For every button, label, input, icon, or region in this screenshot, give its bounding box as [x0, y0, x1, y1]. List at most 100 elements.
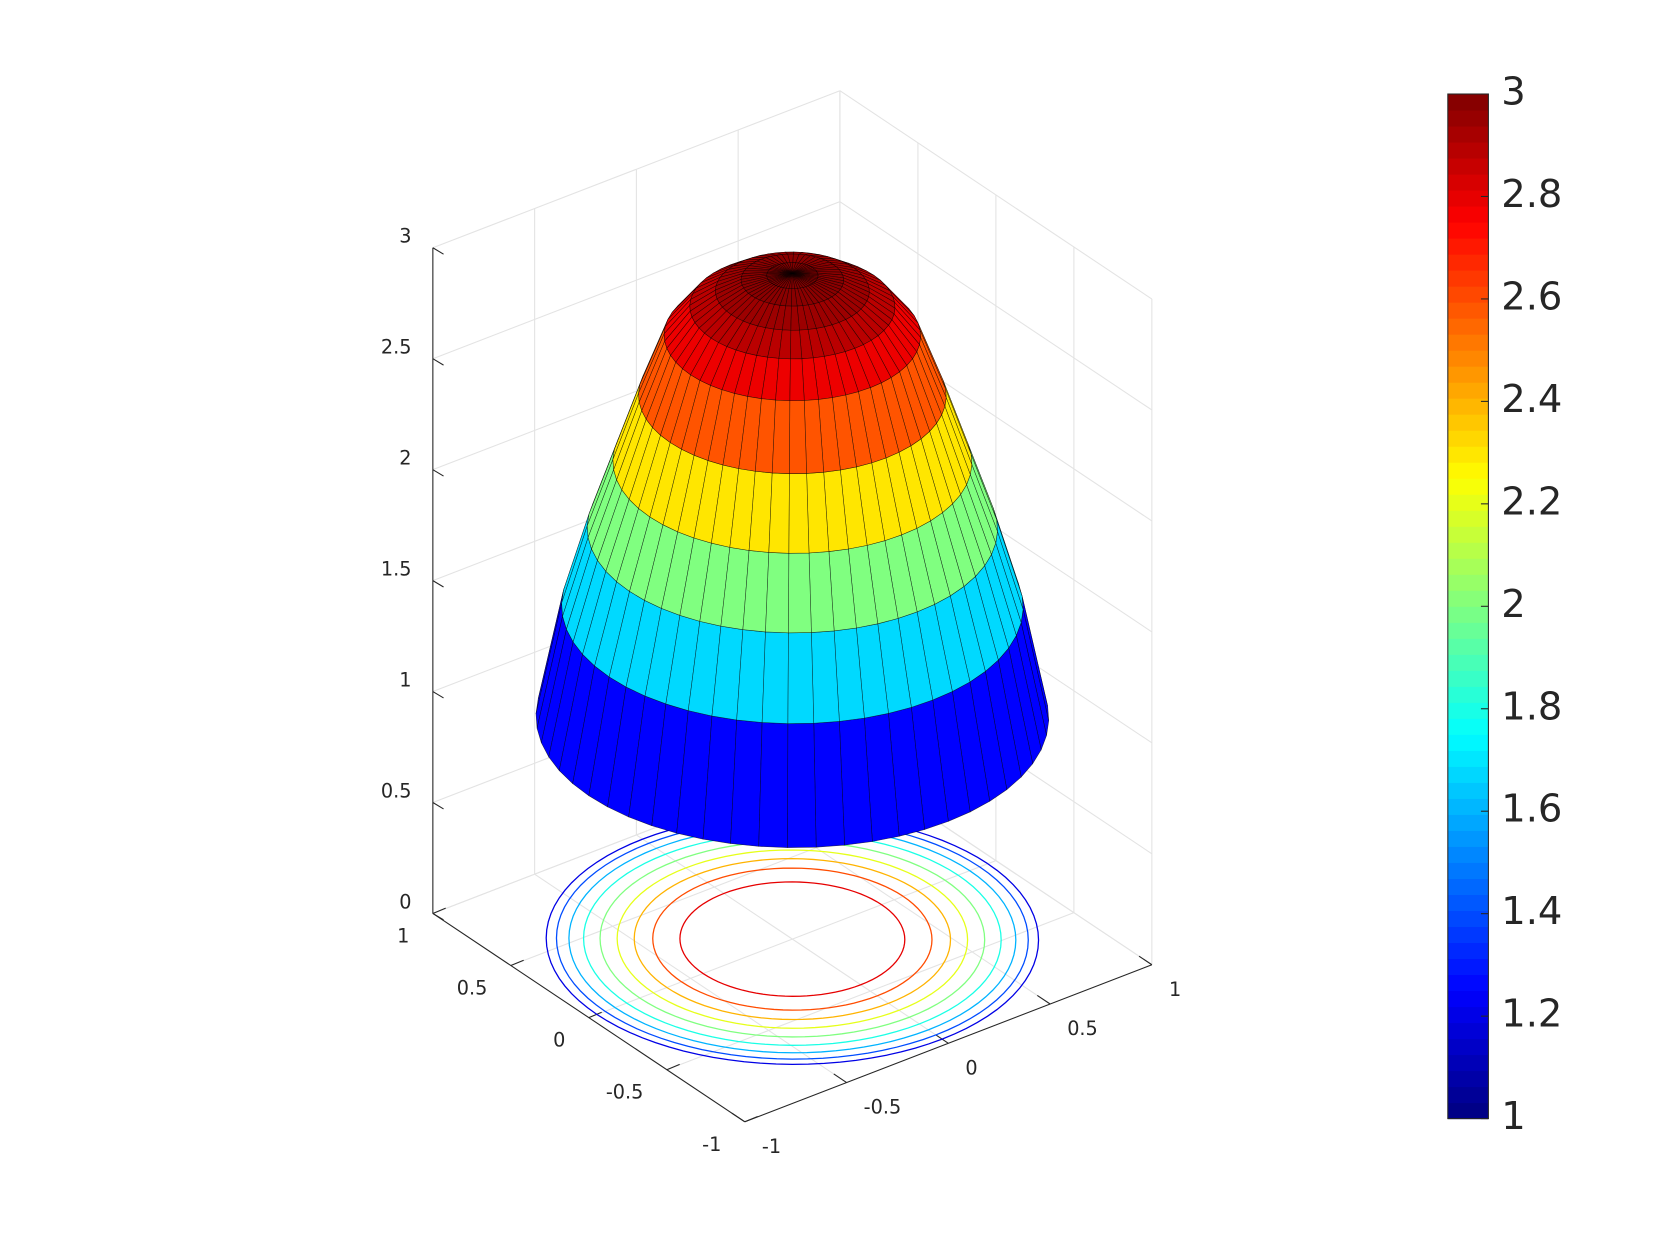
- colorbar-swatch: [1447, 958, 1489, 976]
- colorbar-swatch: [1447, 702, 1489, 719]
- colorbar-tick-label: 2.4: [1501, 377, 1562, 422]
- colorbar-swatch: [1447, 926, 1489, 944]
- y-tick: [432, 907, 446, 914]
- colorbar-swatch: [1447, 270, 1489, 287]
- surface: [535, 251, 1050, 848]
- z-tick-label: 0: [399, 890, 411, 913]
- colorbar-swatch: [1447, 190, 1489, 207]
- colorbar-swatch: [1447, 238, 1489, 255]
- colorbar-swatch: [1447, 1054, 1489, 1072]
- grid-line: [588, 860, 997, 1019]
- y-tick: [666, 1063, 680, 1071]
- colorbar-swatch: [1447, 990, 1489, 1008]
- colorbar-swatch: [1447, 510, 1489, 527]
- surface-patch: [788, 473, 810, 554]
- z-tick-label: 1: [399, 668, 411, 691]
- surface-patch: [788, 552, 812, 634]
- colorbar-swatch: [1447, 350, 1489, 367]
- colorbar-swatch: [1447, 142, 1489, 159]
- z-tick-label: 0.5: [381, 779, 412, 802]
- colorbar-tick-label: 2.6: [1501, 274, 1562, 319]
- surface-patch: [811, 630, 840, 724]
- colorbar-tick-label: 1.2: [1501, 992, 1562, 1037]
- colorbar-tick-label: 2.2: [1501, 479, 1562, 524]
- colorbar-swatch: [1447, 862, 1489, 879]
- y-tick-label: 0: [553, 1029, 565, 1052]
- colorbar-swatch: [1447, 894, 1489, 912]
- colorbar-swatch: [1447, 590, 1489, 607]
- colorbar-swatch: [1447, 1070, 1489, 1088]
- x-tick: [833, 1073, 847, 1083]
- colorbar-swatch: [1447, 654, 1489, 671]
- colorbar-swatch: [1447, 606, 1489, 623]
- x-tick-label: -1: [762, 1135, 781, 1158]
- x-tick-label: 1: [1169, 978, 1181, 1001]
- x-tick-label: 0: [965, 1056, 977, 1079]
- colorbar-swatch: [1447, 974, 1489, 992]
- colorbar-swatch: [1447, 174, 1489, 191]
- colorbar-swatch: [1447, 382, 1489, 399]
- colorbar-swatch: [1447, 542, 1489, 559]
- colorbar-swatch: [1447, 1022, 1489, 1040]
- colorbar-swatch: [1447, 526, 1489, 543]
- colorbar-swatch: [1447, 430, 1489, 447]
- x-tick: [1138, 955, 1153, 966]
- colorbar-swatch: [1447, 798, 1489, 815]
- z-tick: [432, 691, 444, 699]
- z-tick: [432, 358, 444, 366]
- grid-line: [666, 912, 1075, 1071]
- colorbar-swatch: [1447, 446, 1489, 463]
- z-tick-label: 3: [399, 225, 411, 248]
- colorbar-swatch: [1447, 366, 1489, 383]
- z-tick-label: 2.5: [381, 336, 412, 359]
- y-tick: [510, 959, 524, 967]
- colorbar-swatch: [1447, 766, 1489, 783]
- colorbar-swatch: [1447, 830, 1489, 847]
- x-tick: [1036, 995, 1051, 1005]
- surface-patch: [813, 721, 845, 848]
- colorbar-swatch: [1447, 286, 1489, 303]
- surface-patch: [789, 358, 805, 402]
- colorbar-swatch: [1447, 910, 1489, 928]
- surface-patch: [787, 722, 817, 848]
- colorbar-swatch: [1447, 462, 1489, 479]
- y-tick-label: 1: [397, 924, 409, 947]
- y-tick-label: -0.5: [606, 1081, 643, 1104]
- contour: [679, 881, 906, 997]
- colorbar-swatch: [1447, 126, 1489, 143]
- colorbar-tick-label: 3: [1501, 70, 1525, 115]
- colorbar-tick-label: 2.8: [1501, 172, 1562, 217]
- z-tick: [432, 469, 444, 477]
- colorbar-swatch: [1447, 638, 1489, 655]
- contour: [633, 858, 952, 1021]
- colorbar-swatch: [1447, 302, 1489, 319]
- surface-patch: [787, 632, 815, 724]
- colorbar-swatch: [1447, 1038, 1489, 1056]
- colorbar-tick-label: 1: [1501, 1094, 1525, 1139]
- colorbar-swatch: [1447, 1086, 1489, 1104]
- colorbar-swatch: [1447, 814, 1489, 831]
- y-tick-label: -1: [702, 1133, 721, 1156]
- colorbar-swatch: [1447, 622, 1489, 639]
- y-tick: [744, 1115, 758, 1123]
- colorbar-swatch: [1447, 574, 1489, 591]
- colorbar-swatch: [1447, 334, 1489, 351]
- colorbar-swatch: [1447, 686, 1489, 703]
- colorbar-swatch: [1447, 398, 1489, 415]
- z-tick: [432, 580, 444, 588]
- colorbar-swatch: [1447, 110, 1489, 127]
- colorbar-swatch: [1447, 494, 1489, 511]
- surface-patch: [789, 400, 807, 474]
- z-tick: [432, 913, 444, 921]
- colorbar-swatch: [1447, 750, 1489, 767]
- colorbar-swatch: [1447, 94, 1489, 111]
- surface-patch: [765, 552, 790, 634]
- z-tick-label: 1.5: [381, 557, 412, 580]
- colorbar-swatch: [1447, 206, 1489, 223]
- colorbar-swatch: [1447, 782, 1489, 799]
- colorbar-swatch: [1447, 254, 1489, 271]
- y-tick-label: 0.5: [457, 977, 488, 1000]
- colorbar-swatch: [1447, 158, 1489, 175]
- colorbar-swatch: [1447, 222, 1489, 239]
